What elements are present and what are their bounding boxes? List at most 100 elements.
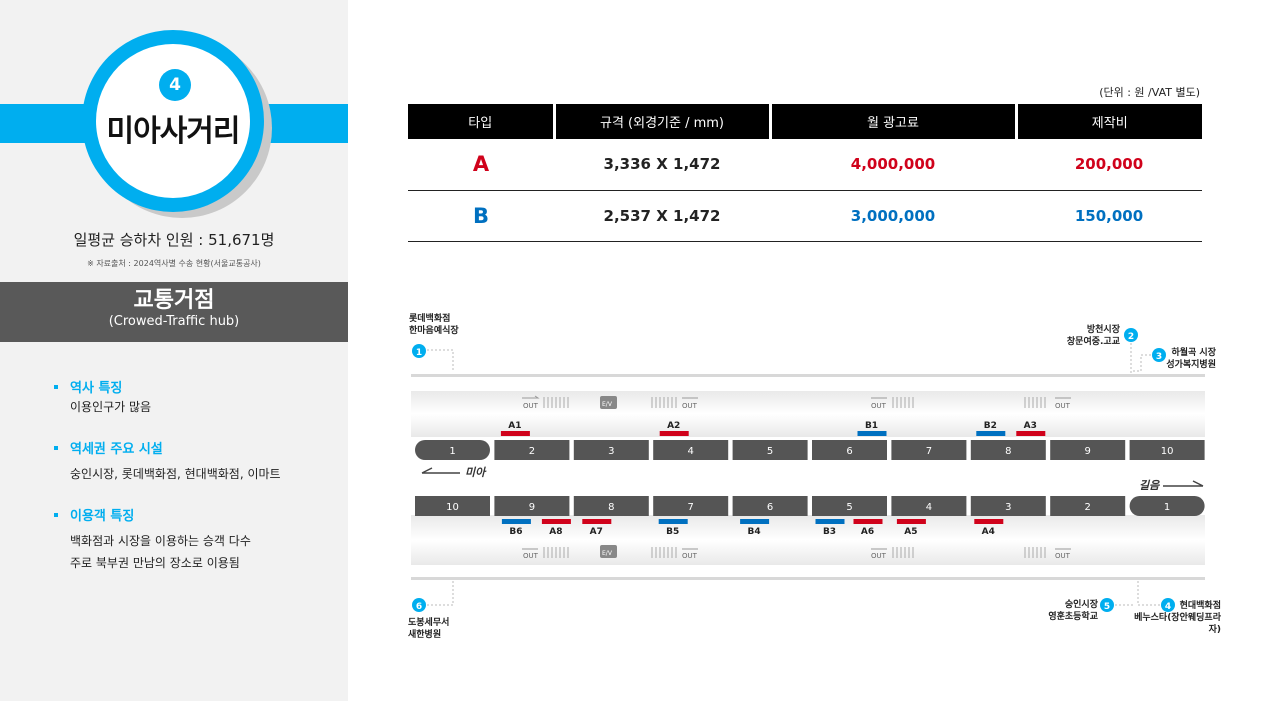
arrow-left-icon xyxy=(421,467,460,474)
ad-marker[interactable] xyxy=(815,519,845,524)
exit-gate: OUT xyxy=(522,395,569,410)
source-note: ※ 자료출처 : 2024역사별 수송 현황(서울교통공사) xyxy=(87,259,261,268)
exit-5: 5 xyxy=(1100,598,1135,612)
out-label: OUT xyxy=(871,402,887,410)
train-car xyxy=(415,496,490,516)
exit-gate: OUT xyxy=(1024,547,1071,560)
ad-marker[interactable] xyxy=(541,519,571,524)
ad-marker[interactable] xyxy=(1016,431,1046,436)
feature-line: 백화점과 시장을 이용하는 승객 다수 xyxy=(70,534,251,548)
feature-history: 역사 특징 이용인구가 많음 xyxy=(54,377,151,418)
train-car xyxy=(812,440,887,460)
exit-gate: OUT xyxy=(871,397,914,410)
exit-4-label: 현대백화점 베누스타(장안웨딩프라자) xyxy=(1125,600,1221,636)
exit-label-line: 창문여중.고교 xyxy=(1066,337,1120,347)
feature-heading: 역사 특징 xyxy=(70,381,123,396)
exit-badge-icon xyxy=(1100,598,1114,612)
header-production: 제작비 xyxy=(1014,104,1202,139)
exit-gate: OUT xyxy=(1024,397,1071,410)
table-row: B 2,537 X 1,472 3,000,000 150,000 xyxy=(408,190,1202,242)
ad-marker[interactable] xyxy=(658,519,688,524)
feature-heading: 역세권 주요 시설 xyxy=(70,442,163,457)
train-car-number: 8 xyxy=(608,502,614,513)
ad-marker[interactable] xyxy=(659,431,689,436)
type-cell: B xyxy=(408,190,554,242)
exit-gate: OUT xyxy=(651,397,698,410)
ad-marker[interactable] xyxy=(500,431,530,436)
station-wall-top xyxy=(411,374,1205,377)
train-car-number: 1 xyxy=(1164,502,1170,513)
exit-label-line: 새한병원 xyxy=(408,630,442,640)
exit-gate: OUT xyxy=(871,547,914,560)
exit-badge-icon xyxy=(1124,328,1138,342)
production-cell: 200,000 xyxy=(1016,139,1202,191)
monthly-cell: 4,000,000 xyxy=(770,139,1016,191)
station-number-badge: 4 xyxy=(159,69,191,101)
ad-marker[interactable] xyxy=(582,519,612,524)
train-car xyxy=(732,496,808,516)
train-car-number: 1 xyxy=(449,446,455,457)
production-cell: 150,000 xyxy=(1016,190,1202,242)
exit-label-line: 성가복지병원 xyxy=(1166,360,1216,370)
train-car xyxy=(573,440,649,460)
ad-marker[interactable] xyxy=(974,519,1004,524)
header-size: 규격 (외경기준 / mm) xyxy=(552,104,770,139)
train-car xyxy=(653,440,729,460)
train-car-number: 9 xyxy=(1085,446,1091,457)
out-label: OUT xyxy=(871,552,887,560)
ad-marker[interactable] xyxy=(740,519,770,524)
exit-badge-icon xyxy=(412,598,426,612)
exit-1: 1 xyxy=(412,344,454,372)
train-car xyxy=(1129,496,1205,516)
out-label: OUT xyxy=(1055,402,1071,410)
train-car-number: 5 xyxy=(767,446,773,457)
ev-icon: E/V xyxy=(600,545,617,558)
ads-bottom: B6 A8 A7 B5 B4 B3 A6 A5 A4 xyxy=(501,519,1004,537)
feature-line: 숭인시장, 롯데백화점, 현대백화점, 이마트 xyxy=(70,467,281,481)
exit-number: 3 xyxy=(1156,352,1162,362)
direction-left: 미아 xyxy=(421,466,487,479)
exit-3: 3 xyxy=(1131,348,1166,372)
feature-line: 이용인구가 많음 xyxy=(70,400,152,414)
train-car xyxy=(1050,440,1126,460)
train-car xyxy=(494,440,570,460)
out-label: OUT xyxy=(1055,552,1071,560)
ad-marker[interactable] xyxy=(853,519,883,524)
ad-marker[interactable] xyxy=(976,431,1006,436)
train-car xyxy=(812,496,887,516)
train-car-number: 9 xyxy=(529,502,535,513)
header-monthly: 월 광고료 xyxy=(768,104,1016,139)
direction-right-label: 길음 xyxy=(1139,479,1160,492)
train-top: 1 2 3 4 5 6 7 8 9 10 xyxy=(415,440,1205,460)
exit-number: 4 xyxy=(1165,602,1171,612)
feature-users: 이용객 특징 백화점과 시장을 이용하는 승객 다수 주로 북부권 만남의 장소… xyxy=(54,505,251,574)
ad-label: A5 xyxy=(904,527,917,537)
ads-top: A1 A2 B1 B2 A3 xyxy=(500,421,1046,436)
bullet-icon xyxy=(54,445,58,450)
ad-marker[interactable] xyxy=(896,519,926,524)
train-car-number: 8 xyxy=(1005,446,1011,457)
train-car-number: 2 xyxy=(1085,502,1091,513)
unit-note: (단위 : 원 /VAT 별도) xyxy=(1099,86,1200,99)
station-name: 미아사거리 xyxy=(106,114,241,149)
exit-number: 1 xyxy=(416,348,422,358)
ad-marker[interactable] xyxy=(857,431,887,436)
exit-label-line: 영훈초등학교 xyxy=(1048,612,1098,622)
monthly-cell: 3,000,000 xyxy=(770,190,1016,242)
train-car-number: 6 xyxy=(767,502,773,513)
train-car xyxy=(573,496,649,516)
train-car xyxy=(732,440,808,460)
train-car-number: 10 xyxy=(1161,446,1174,457)
ad-marker[interactable] xyxy=(501,519,531,524)
exit-label-line: 숭인시장 xyxy=(1064,600,1098,610)
exit-number: 6 xyxy=(416,602,422,612)
exit-badge-icon xyxy=(1161,598,1175,612)
arrow-right-icon xyxy=(1163,480,1204,487)
size-cell: 2,537 X 1,472 xyxy=(554,190,770,242)
ad-label: B5 xyxy=(666,527,679,537)
exit-4: 4 xyxy=(1137,581,1175,612)
hub-box: 교통거점 (Crowed-Traffic hub) xyxy=(0,282,348,342)
train-car xyxy=(1129,440,1205,460)
train-car xyxy=(653,496,729,516)
exit-label-line: 롯데백화점 xyxy=(409,314,451,324)
